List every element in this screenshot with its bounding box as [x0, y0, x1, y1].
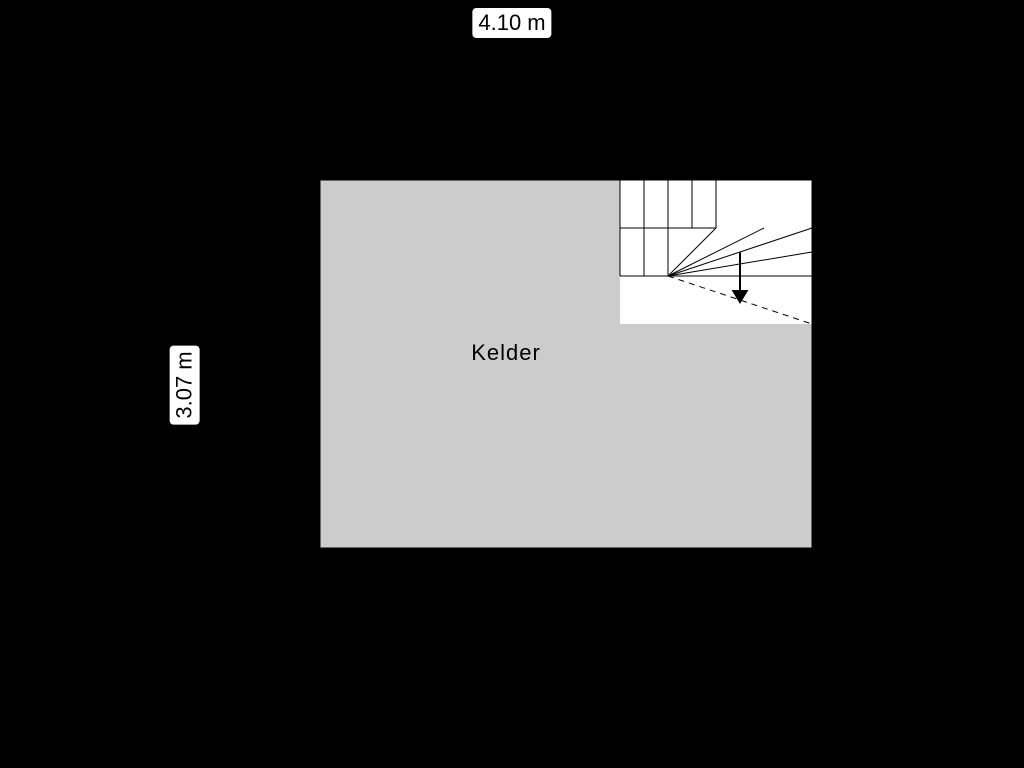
room-label: Kelder [471, 340, 541, 365]
floorplan-svg: Kelder [0, 0, 1024, 768]
